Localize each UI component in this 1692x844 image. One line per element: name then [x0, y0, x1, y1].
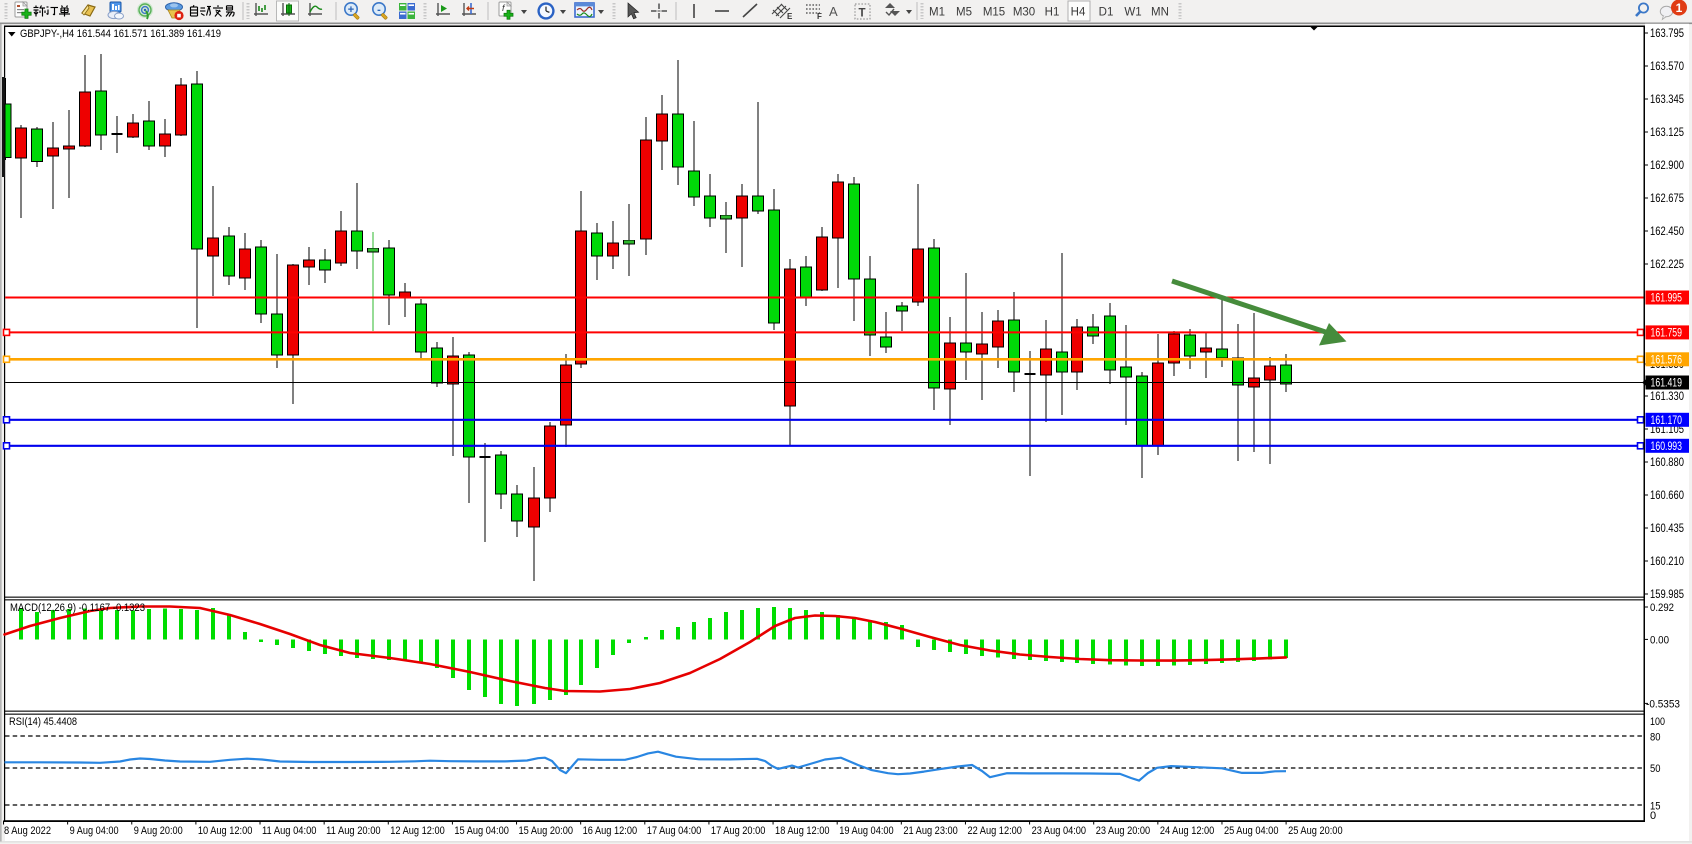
svg-text:163.570: 163.570: [1650, 59, 1684, 73]
svg-text:23 Aug 04:00: 23 Aug 04:00: [1032, 825, 1087, 837]
svg-text:H1: H1: [1045, 7, 1060, 19]
svg-text:162.675: 162.675: [1650, 191, 1684, 205]
svg-text:M30: M30: [1013, 7, 1035, 19]
svg-text:0: 0: [1650, 810, 1656, 822]
svg-text:17 Aug 04:00: 17 Aug 04:00: [647, 825, 702, 837]
svg-text:-: -: [377, 4, 381, 16]
svg-text:16 Aug 12:00: 16 Aug 12:00: [583, 825, 638, 837]
svg-text:161.419: 161.419: [1651, 376, 1683, 390]
svg-text:17 Aug 20:00: 17 Aug 20:00: [711, 825, 766, 837]
svg-text:22 Aug 12:00: 22 Aug 12:00: [967, 825, 1022, 837]
svg-text:+: +: [348, 4, 354, 16]
svg-text:GBPJPY-,H4 161.544 161.571 16: GBPJPY-,H4 161.544 161.571 161.389 161.4…: [20, 28, 221, 40]
svg-text:18 Aug 12:00: 18 Aug 12:00: [775, 825, 830, 837]
svg-text:159.985: 159.985: [1650, 587, 1684, 601]
svg-text:25 Aug 04:00: 25 Aug 04:00: [1224, 825, 1279, 837]
svg-text:160.210: 160.210: [1650, 554, 1684, 568]
svg-text:0.292: 0.292: [1650, 602, 1674, 614]
svg-text:A: A: [829, 4, 838, 19]
svg-text:15 Aug 04:00: 15 Aug 04:00: [454, 825, 509, 837]
svg-text:161.330: 161.330: [1650, 389, 1684, 403]
svg-text:M1: M1: [929, 7, 945, 19]
svg-text:15: 15: [1650, 801, 1661, 813]
svg-text:21 Aug 23:00: 21 Aug 23:00: [903, 825, 958, 837]
svg-text:163.795: 163.795: [1650, 26, 1684, 40]
svg-text:F: F: [817, 12, 822, 21]
svg-text:161.170: 161.170: [1651, 413, 1683, 427]
svg-text:11 Aug 04:00: 11 Aug 04:00: [262, 825, 317, 837]
svg-text:E: E: [787, 12, 793, 21]
svg-text:160.660: 160.660: [1650, 488, 1684, 502]
svg-text:8 Aug 2022: 8 Aug 2022: [4, 825, 51, 837]
svg-text:163.345: 163.345: [1650, 92, 1684, 106]
svg-text:10 Aug 12:00: 10 Aug 12:00: [198, 825, 253, 837]
svg-text:162.450: 162.450: [1650, 224, 1684, 238]
svg-text:M15: M15: [983, 7, 1005, 19]
svg-text:161.995: 161.995: [1651, 291, 1683, 305]
svg-text:0.00: 0.00: [1650, 634, 1669, 646]
svg-text:-0.5353: -0.5353: [1646, 698, 1680, 710]
svg-text:15 Aug 20:00: 15 Aug 20:00: [519, 825, 574, 837]
svg-text:160.993: 160.993: [1651, 439, 1683, 453]
svg-text:162.225: 162.225: [1650, 257, 1684, 271]
svg-text:12 Aug 12:00: 12 Aug 12:00: [390, 825, 445, 837]
svg-text:24 Aug 12:00: 24 Aug 12:00: [1160, 825, 1215, 837]
svg-text:MACD(12,26,9) -0.1167 -0.1323: MACD(12,26,9) -0.1167 -0.1323: [10, 602, 145, 614]
svg-text:25 Aug 20:00: 25 Aug 20:00: [1288, 825, 1343, 837]
svg-text:162.900: 162.900: [1650, 158, 1684, 172]
svg-text:H4: H4: [1071, 7, 1086, 19]
svg-text:RSI(14) 45.4408: RSI(14) 45.4408: [9, 716, 77, 728]
svg-text:T: T: [859, 8, 866, 20]
svg-text:23 Aug 20:00: 23 Aug 20:00: [1096, 825, 1151, 837]
svg-text:11 Aug 20:00: 11 Aug 20:00: [326, 825, 381, 837]
svg-text:1: 1: [1676, 1, 1683, 15]
svg-text:161.576: 161.576: [1651, 352, 1683, 366]
svg-text:9 Aug 20:00: 9 Aug 20:00: [134, 825, 183, 837]
svg-text:f: f: [502, 3, 506, 13]
svg-text:W1: W1: [1124, 7, 1141, 19]
svg-text:163.125: 163.125: [1650, 125, 1684, 139]
svg-text:MN: MN: [1151, 7, 1169, 19]
svg-text:D1: D1: [1099, 7, 1114, 19]
svg-text:80: 80: [1650, 732, 1661, 744]
svg-text:M5: M5: [956, 7, 972, 19]
svg-text:50: 50: [1650, 763, 1661, 775]
svg-text:160.435: 160.435: [1650, 521, 1684, 535]
svg-text:9 Aug 04:00: 9 Aug 04:00: [70, 825, 119, 837]
svg-text:161.759: 161.759: [1651, 325, 1683, 339]
svg-text:160.880: 160.880: [1650, 455, 1684, 469]
svg-text:100: 100: [1650, 716, 1665, 728]
svg-text:19 Aug 04:00: 19 Aug 04:00: [839, 825, 894, 837]
